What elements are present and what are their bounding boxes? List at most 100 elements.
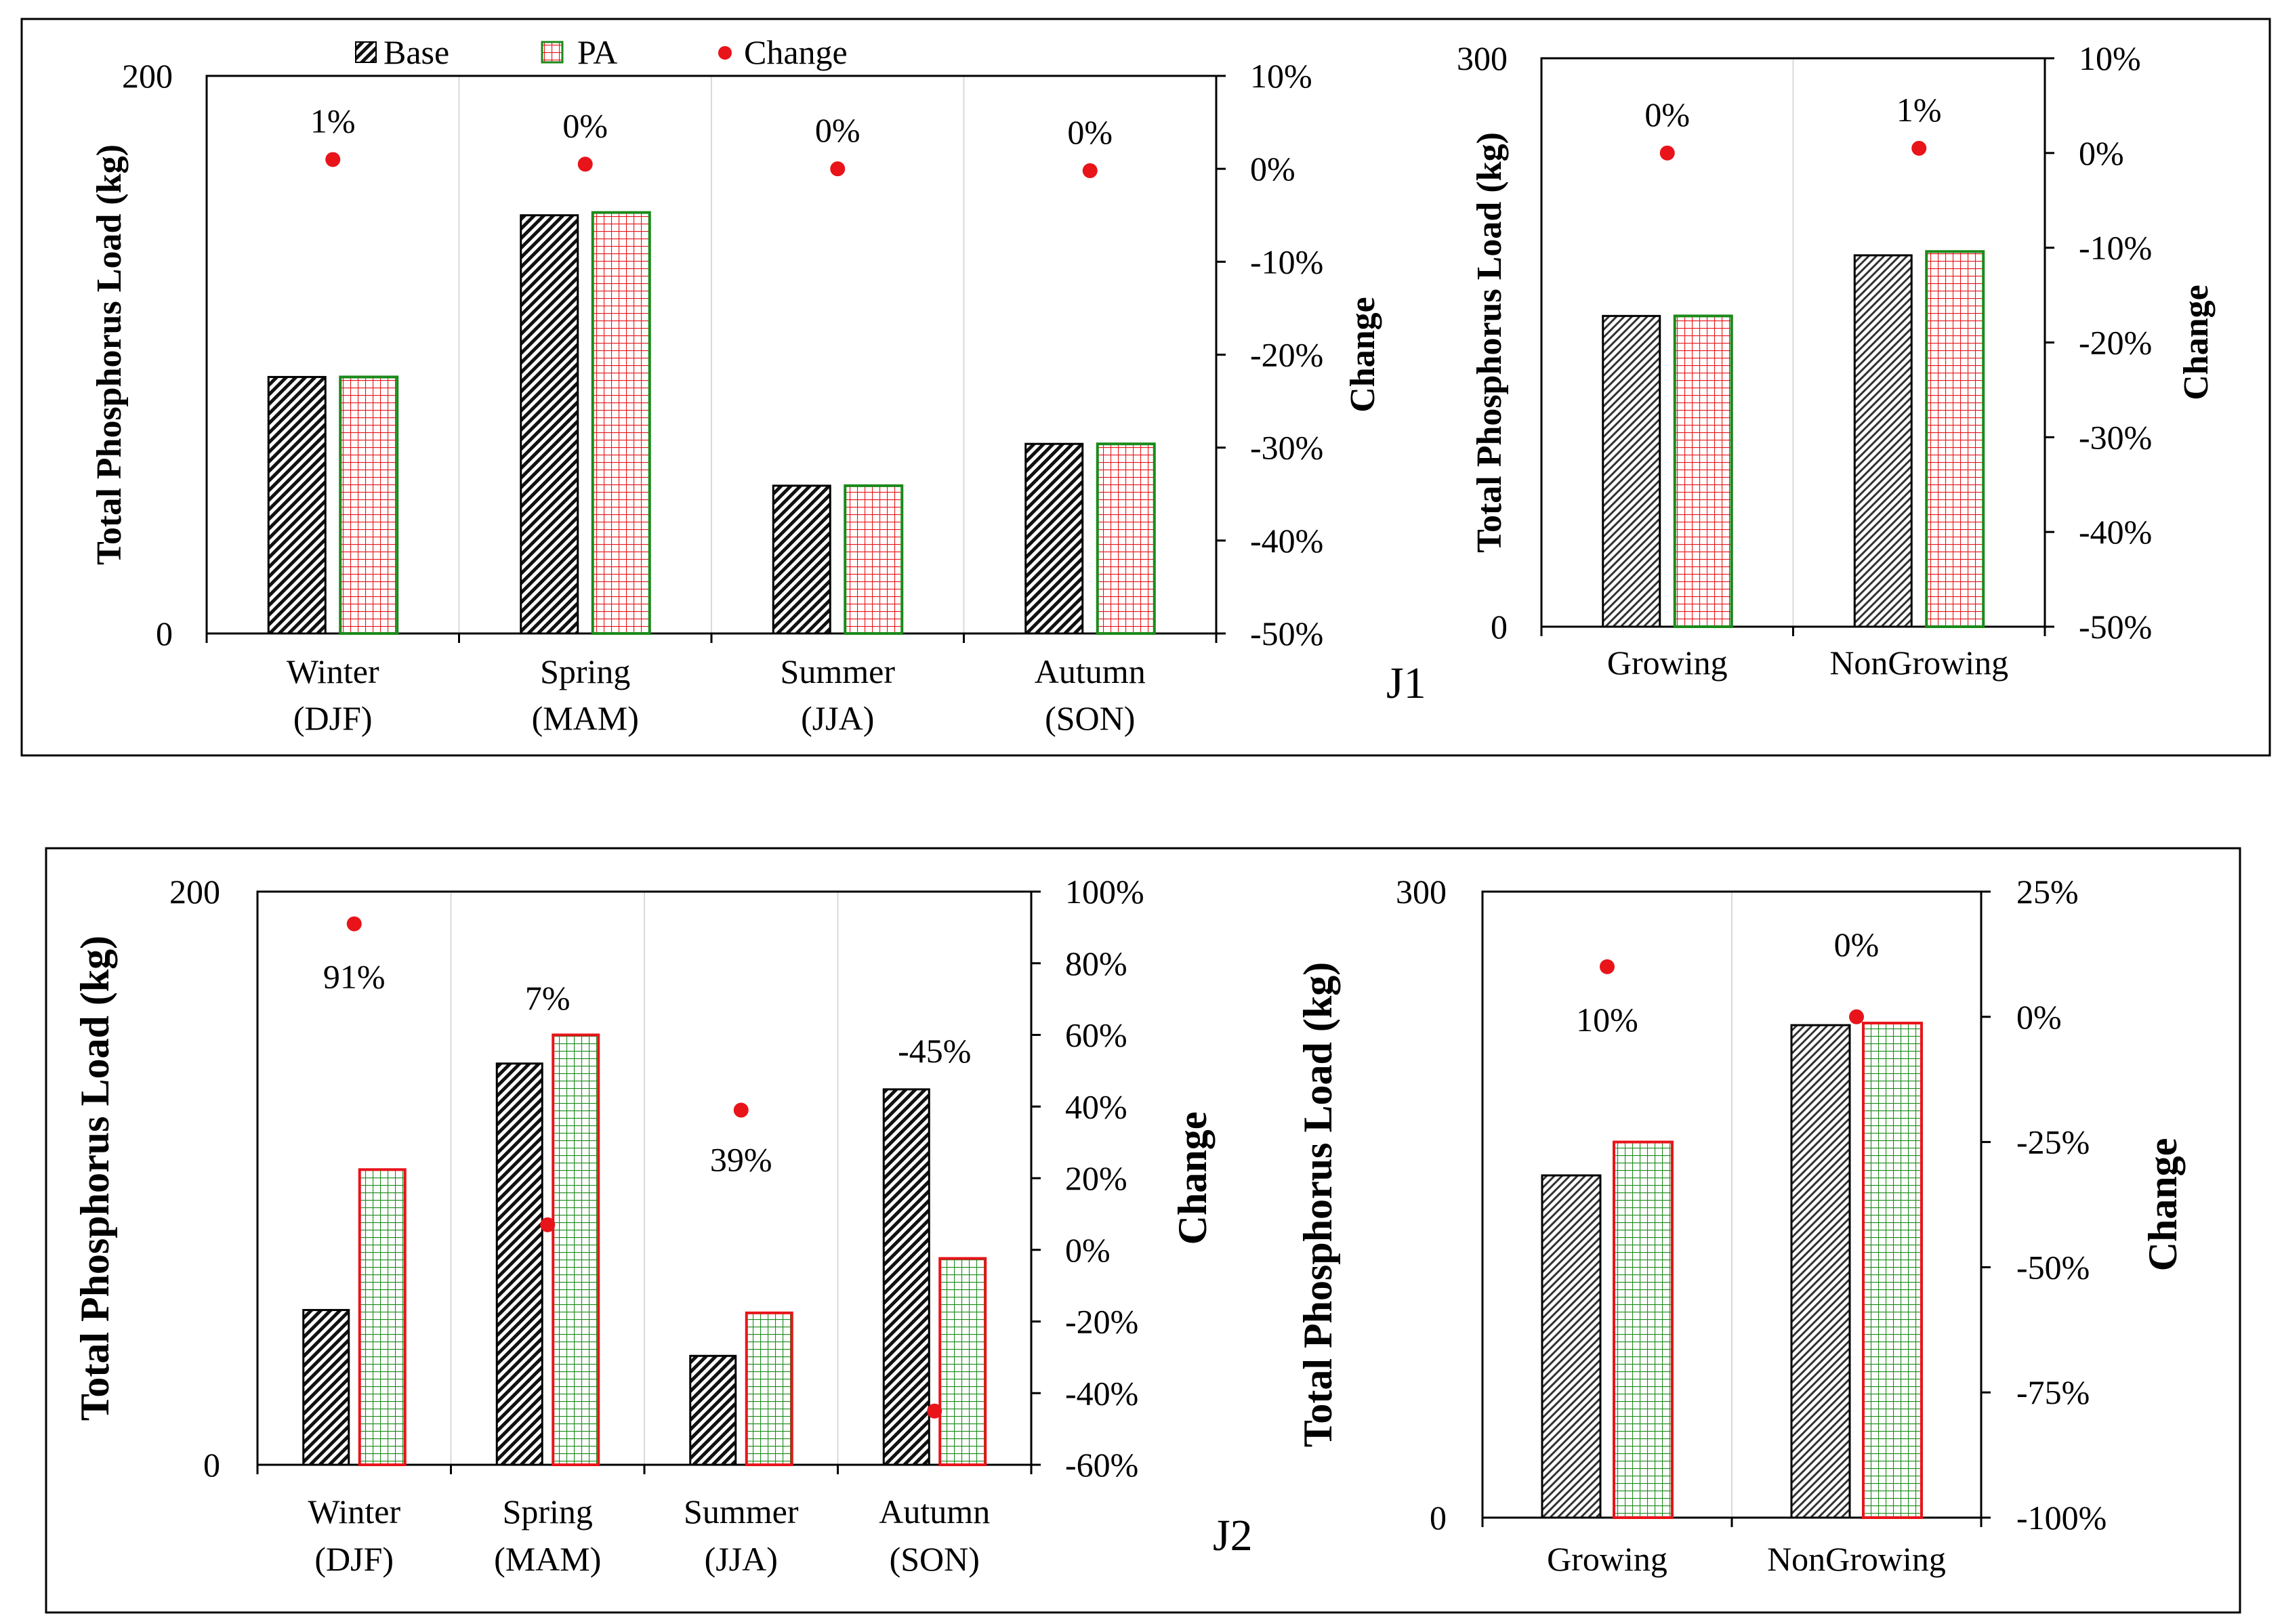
change-point xyxy=(1849,1009,1864,1024)
x-category-label: Growing xyxy=(1547,1540,1667,1578)
bar-base xyxy=(689,1354,737,1466)
legend-pa-label: PA xyxy=(577,33,617,71)
bar-base xyxy=(267,375,327,635)
y2-tick-label: 10% xyxy=(1250,57,1312,95)
y2-tick-label: 10% xyxy=(2079,39,2141,77)
legend-change-label: Change xyxy=(744,33,848,71)
change-point xyxy=(830,161,846,177)
bar-base xyxy=(882,1088,930,1466)
bar-pa xyxy=(745,1311,793,1467)
x-category-label: Autumn xyxy=(879,1493,990,1531)
y2-tick-label: -30% xyxy=(2079,418,2152,456)
y2-tick-label: -20% xyxy=(1065,1303,1138,1341)
bar-base xyxy=(520,214,579,635)
change-data-label: 39% xyxy=(710,1141,772,1179)
y-tick-label: 0 xyxy=(203,1446,220,1484)
y2-tick-label: 0% xyxy=(1065,1231,1111,1269)
legend-pa-swatch xyxy=(541,41,564,64)
top-figure-frame xyxy=(20,18,2271,757)
panel-label-j1: J1 xyxy=(1386,659,1426,708)
change-point xyxy=(325,152,341,167)
change-point xyxy=(577,157,593,172)
y-axis-title: Total Phosphorus Load (kg) xyxy=(90,144,129,565)
x-category-label: (DJF) xyxy=(314,1540,394,1578)
legend-change-dot xyxy=(718,46,732,60)
bar-pa xyxy=(938,1257,987,1466)
y-tick-label: 0 xyxy=(156,615,173,652)
x-category-label: Spring xyxy=(503,1493,593,1531)
y2-tick-label: 100% xyxy=(1065,873,1144,911)
x-category-label: NonGrowing xyxy=(1829,644,2008,682)
bar-pa xyxy=(844,484,904,636)
bar-base xyxy=(302,1309,350,1466)
x-category-label: Spring xyxy=(540,652,630,690)
y2-axis-title: Change xyxy=(1344,297,1382,412)
bar-pa xyxy=(1925,250,1985,628)
y2-tick-label: 40% xyxy=(1065,1087,1127,1125)
y2-axis-title: Change xyxy=(1170,1112,1215,1245)
y2-tick-label: -60% xyxy=(1065,1446,1138,1484)
change-point xyxy=(1911,140,1927,156)
y2-tick-label: -20% xyxy=(1250,336,1323,374)
bar-pa xyxy=(339,375,399,635)
bar-pa xyxy=(1862,1022,1923,1520)
x-category-label: Winter xyxy=(287,652,379,690)
bar-pa xyxy=(1613,1140,1674,1519)
change-point xyxy=(1082,163,1098,178)
change-data-label: 1% xyxy=(310,102,356,140)
x-category-label: (SON) xyxy=(890,1540,980,1578)
y2-axis-title: Change xyxy=(2140,1138,2185,1272)
y2-tick-label: 80% xyxy=(1065,944,1127,982)
legend-base-swatch xyxy=(355,41,377,63)
y2-tick-label: -75% xyxy=(2016,1373,2090,1411)
x-category-label: Winter xyxy=(308,1493,400,1531)
y2-tick-label: -40% xyxy=(2079,513,2152,551)
y2-tick-label: 25% xyxy=(2016,873,2079,911)
bar-base xyxy=(1853,254,1913,628)
y-tick-label: 300 xyxy=(1457,39,1508,77)
y2-tick-label: -10% xyxy=(1250,243,1323,280)
x-category-label: Summer xyxy=(781,652,896,690)
y-tick-label: 0 xyxy=(1491,608,1508,646)
x-category-label: Summer xyxy=(684,1493,799,1531)
y2-tick-label: -100% xyxy=(2016,1499,2107,1537)
y2-tick-label: 0% xyxy=(2016,998,2062,1036)
change-point xyxy=(1600,959,1615,974)
legend-base-label: Base xyxy=(383,33,449,71)
bar-base xyxy=(1790,1024,1851,1519)
charts-layer: 200 0 10% 0% -10% -20% -30% -40% -50% Total Phosp… xyxy=(72,39,2216,1578)
change-point xyxy=(733,1102,749,1118)
y2-tick-label: 0% xyxy=(1250,150,1295,188)
change-point xyxy=(1659,145,1675,161)
change-point xyxy=(540,1217,556,1232)
y-axis-title: Total Phosphorus Load (kg) xyxy=(1295,962,1340,1447)
bar-base xyxy=(1602,314,1661,628)
y-tick-label: 0 xyxy=(1430,1499,1447,1537)
y-tick-label: 200 xyxy=(169,873,220,911)
y2-tick-label: 0% xyxy=(2079,134,2124,172)
change-data-label: 0% xyxy=(1067,113,1113,151)
bar-pa xyxy=(591,211,651,635)
bar-pa xyxy=(1673,314,1733,628)
bar-pa xyxy=(358,1168,407,1467)
y2-tick-label: -25% xyxy=(2016,1123,2090,1161)
x-category-label: NonGrowing xyxy=(1767,1540,1946,1578)
change-data-label: 0% xyxy=(1834,925,1880,963)
bar-base xyxy=(1024,442,1084,635)
change-data-label: 7% xyxy=(525,979,570,1017)
bar-pa xyxy=(552,1033,600,1466)
x-category-label: (JJA) xyxy=(705,1540,778,1578)
y2-tick-label: -40% xyxy=(1065,1374,1138,1412)
change-data-label: 91% xyxy=(323,958,386,996)
change-point xyxy=(927,1403,942,1419)
x-category-label: (DJF) xyxy=(293,699,373,737)
change-data-label: 1% xyxy=(1896,91,1942,129)
x-category-label: (SON) xyxy=(1045,699,1135,737)
y2-tick-label: 20% xyxy=(1065,1159,1127,1197)
bar-base xyxy=(772,484,831,635)
x-category-label: (MAM) xyxy=(494,1540,601,1578)
change-data-label: 10% xyxy=(1576,1001,1638,1039)
change-data-label: 0% xyxy=(562,106,608,144)
legend: Base PA Change xyxy=(355,33,848,71)
